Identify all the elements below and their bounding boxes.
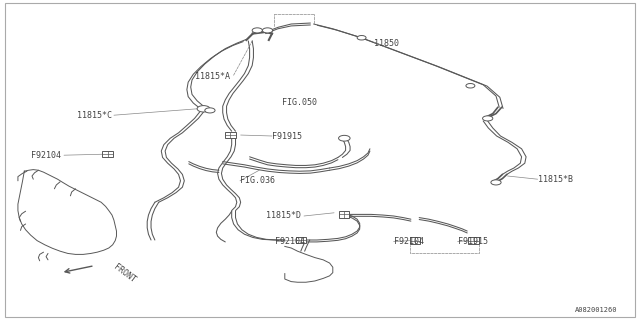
Circle shape <box>252 28 262 33</box>
Text: 11815*A: 11815*A <box>195 72 230 81</box>
Circle shape <box>339 135 350 141</box>
Circle shape <box>262 28 273 33</box>
Bar <box>296 237 306 243</box>
Text: FRONT: FRONT <box>112 262 138 285</box>
Text: F92104: F92104 <box>394 237 424 246</box>
Bar <box>225 132 236 138</box>
Circle shape <box>491 180 501 185</box>
Bar <box>468 237 479 244</box>
Bar <box>102 151 113 157</box>
Text: F92104: F92104 <box>31 151 61 160</box>
Text: FIG.050: FIG.050 <box>282 98 317 107</box>
Text: F91915: F91915 <box>272 132 302 140</box>
Circle shape <box>197 106 210 112</box>
Bar <box>410 237 420 244</box>
Circle shape <box>466 84 475 88</box>
Text: F92104: F92104 <box>275 237 305 246</box>
Text: F91915: F91915 <box>458 237 488 246</box>
Circle shape <box>483 116 493 121</box>
Bar <box>339 211 349 218</box>
Text: 11815*D: 11815*D <box>266 212 301 220</box>
Text: 11850: 11850 <box>374 39 399 48</box>
Text: A082001260: A082001260 <box>575 307 618 313</box>
Circle shape <box>357 36 366 40</box>
Text: FIG.036: FIG.036 <box>240 176 275 185</box>
Circle shape <box>205 108 215 113</box>
Text: 11815*B: 11815*B <box>538 175 573 184</box>
Text: 11815*C: 11815*C <box>77 111 112 120</box>
